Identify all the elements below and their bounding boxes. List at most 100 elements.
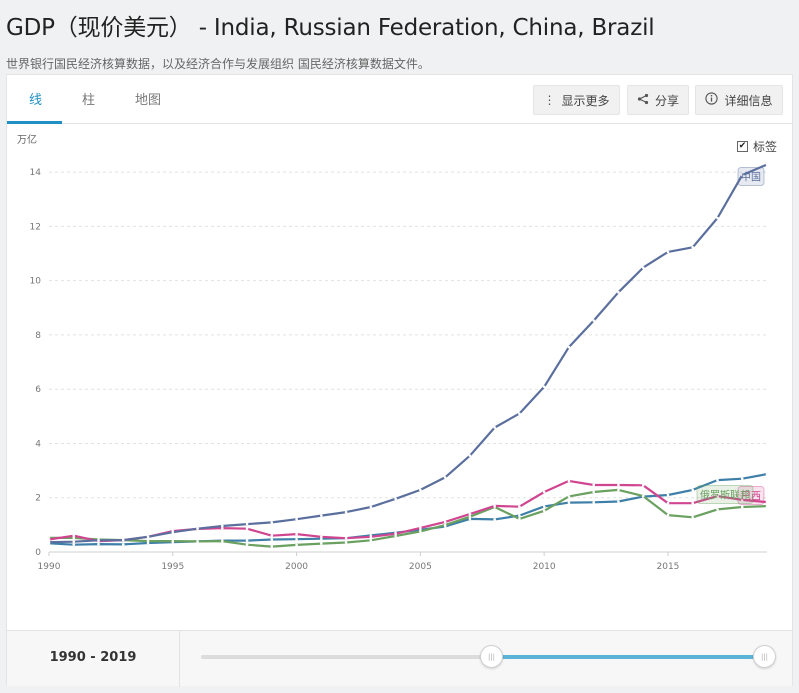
series-2-point (716, 508, 719, 511)
series-3-point (592, 501, 595, 504)
footer-divider (179, 631, 180, 687)
series-2-point (666, 513, 670, 517)
series-0-point (245, 522, 249, 526)
series-3-point (97, 542, 100, 546)
x-tick-label: 2015 (657, 562, 680, 572)
series-2-point (270, 545, 274, 548)
series-2-point (196, 540, 199, 543)
series-0-point (369, 505, 373, 509)
tab-line[interactable]: 线 (29, 93, 43, 108)
series-3-point (666, 493, 670, 497)
series-0-point (592, 319, 595, 322)
series-2-point (221, 539, 224, 543)
series-1-point (468, 512, 472, 516)
range-end-handle[interactable]: ||| (753, 645, 776, 668)
details-button[interactable]: 详细信息 (695, 85, 783, 115)
series-2-point (765, 504, 769, 508)
series-2-point (518, 517, 521, 521)
series-0-point (72, 540, 76, 543)
x-tick-label: 2000 (285, 562, 308, 572)
share-button[interactable]: 分享 (627, 85, 689, 115)
series-3-point (468, 517, 472, 521)
series-1-point (72, 534, 76, 538)
grip-icon: ||| (760, 652, 769, 661)
series-0-point (567, 345, 571, 349)
series-3-point (617, 500, 620, 503)
series-0-point (121, 538, 125, 542)
y-tick-label: 10 (30, 277, 42, 287)
labels-toggle[interactable]: ✔ 标签 (737, 138, 777, 155)
series-0-point (394, 497, 397, 501)
series-0-point (270, 521, 274, 524)
view-tabs: 线 柱 地图 ⋮ 显示更多 分享 详细信息 (7, 75, 792, 124)
range-start-handle[interactable]: ||| (480, 645, 503, 668)
series-0-callout-box (737, 167, 765, 187)
series-0-point (344, 510, 348, 514)
series-1-point (518, 505, 521, 508)
series-2-point (72, 536, 76, 540)
series-3-point (740, 477, 744, 481)
year-range-footer: 1990 - 2019 ||| ||| (7, 630, 792, 687)
series-2-callout-box (696, 485, 754, 505)
series-2-line (49, 488, 768, 548)
y-axis-label: 万亿 (17, 133, 37, 146)
kebab-icon: ⋮ (543, 93, 556, 107)
show-more-button[interactable]: ⋮ 显示更多 (533, 85, 620, 115)
series-3-point (146, 541, 150, 545)
page-subtitle: 世界银行国民经济核算数据，以及经济合作与发展组织 国民经济核算数据文件。 (6, 57, 430, 71)
series-2-point (245, 543, 249, 546)
series-1-point (641, 483, 645, 487)
series-0-point (47, 540, 51, 544)
y-tick-label: 6 (35, 385, 41, 395)
x-tick-label: 1995 (161, 562, 184, 572)
series-2-callout-label: 俄罗斯联邦 (700, 489, 750, 502)
series-0-line (48, 163, 768, 544)
series-1-point (270, 534, 274, 538)
year-range-text: 1990 - 2019 (49, 650, 137, 665)
series-3-point (716, 478, 719, 482)
series-0-point (716, 216, 719, 220)
series-2-point (740, 505, 744, 509)
series-1-point (221, 526, 224, 530)
tab-map[interactable]: 地图 (135, 93, 162, 108)
y-tick-label: 4 (35, 439, 41, 449)
series-0-point (617, 291, 620, 294)
series-2-point (468, 515, 472, 519)
y-tick-label: 2 (35, 494, 41, 504)
series-3-point (121, 543, 125, 546)
series-1-point (47, 538, 51, 541)
series-1-point (740, 498, 744, 502)
labels-toggle-label: 标签 (753, 140, 778, 154)
x-tick-label: 2005 (409, 562, 432, 572)
series-0-callout-label: 中国 (741, 171, 761, 184)
series-1-point (592, 483, 595, 487)
series-0-point (542, 385, 546, 389)
series-0-point (468, 454, 472, 457)
series-1-callout-box (737, 485, 765, 505)
series-2-point (171, 539, 175, 543)
series-0-point (221, 524, 224, 528)
tab-bar[interactable]: 柱 (82, 93, 96, 108)
y-tick-label: 0 (35, 548, 41, 558)
series-2-point (146, 539, 150, 543)
series-2-point (542, 509, 546, 513)
series-2-point (320, 542, 323, 545)
series-3-point (691, 488, 695, 492)
x-tick-label: 1990 (38, 562, 61, 572)
show-more-label: 显示更多 (561, 93, 610, 108)
series-2-point (419, 530, 422, 533)
details-label: 详细信息 (724, 93, 773, 108)
series-0-point (740, 173, 744, 177)
range-slider-selected (492, 655, 765, 659)
series-0-point (518, 412, 521, 415)
series-1-point (567, 479, 571, 483)
series-0-point (196, 527, 199, 530)
labels-checkbox[interactable]: ✔ (737, 141, 748, 152)
info-icon (705, 92, 719, 108)
series-2-point (394, 534, 397, 538)
series-2-point (592, 490, 595, 494)
series-1-point (443, 520, 447, 524)
series-3-point (542, 505, 546, 508)
series-1-point (295, 532, 298, 536)
series-2-point (641, 494, 645, 498)
